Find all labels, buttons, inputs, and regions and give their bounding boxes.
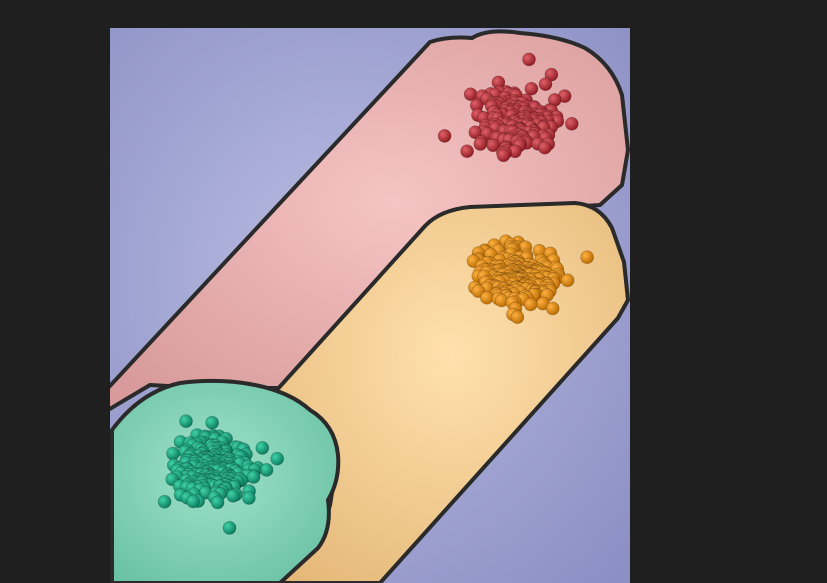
green-particle	[223, 521, 236, 534]
green-particle	[211, 496, 224, 509]
green-particle	[247, 470, 260, 483]
green-particle	[167, 447, 180, 460]
red-particle	[438, 129, 451, 142]
red-particle	[497, 149, 510, 162]
orange-particle	[480, 291, 493, 304]
red-particle	[565, 117, 578, 130]
green-particle	[256, 441, 269, 454]
orange-particle	[511, 311, 524, 324]
red-particle	[539, 78, 552, 91]
orange-particle	[581, 251, 594, 264]
orange-particle	[561, 274, 574, 287]
green-particle	[180, 415, 193, 428]
orange-particle	[524, 298, 537, 311]
red-particle	[523, 53, 536, 66]
red-particle	[538, 141, 551, 154]
red-particle	[474, 138, 487, 151]
green-particle	[242, 492, 255, 505]
green-particle	[227, 489, 240, 502]
green-particle	[206, 416, 219, 429]
green-particle	[158, 495, 171, 508]
green-particle	[271, 452, 284, 465]
red-particle	[525, 82, 538, 95]
green-particle	[187, 495, 200, 508]
green-particle	[260, 463, 273, 476]
red-particle	[461, 145, 474, 158]
orange-particle	[546, 302, 559, 315]
